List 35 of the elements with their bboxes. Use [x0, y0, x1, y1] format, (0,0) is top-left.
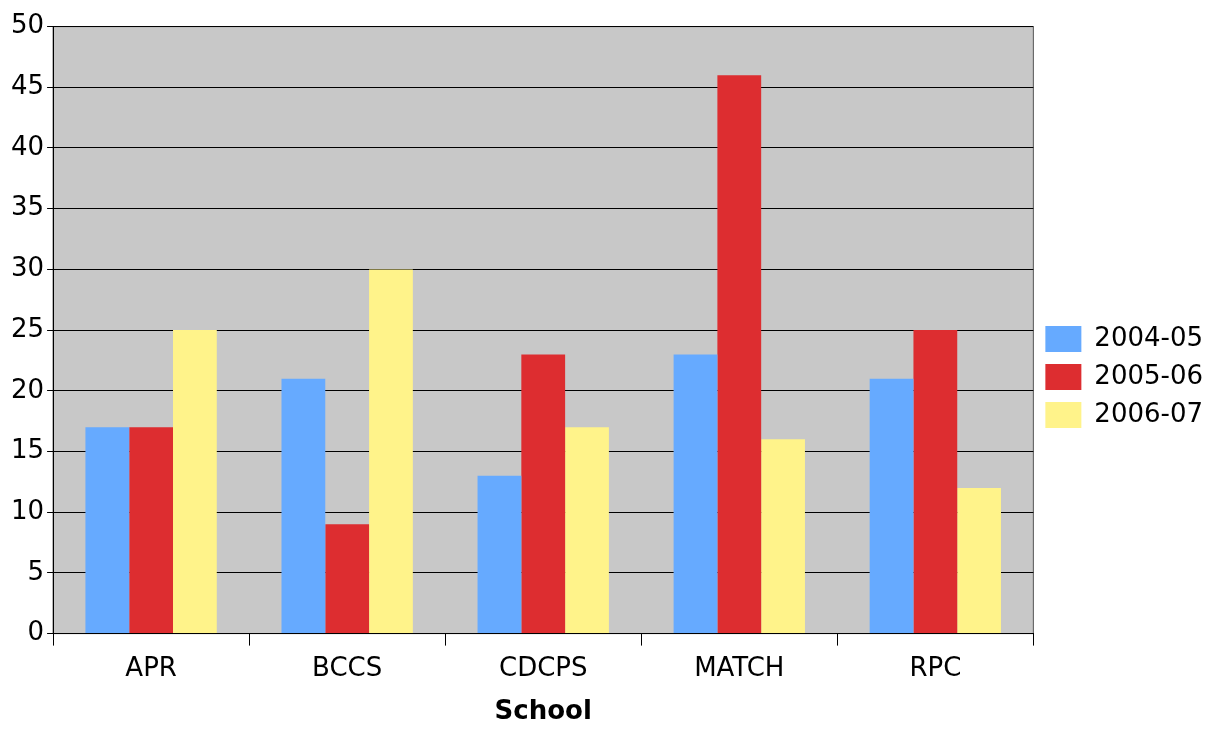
x-tick-label: RPC [909, 651, 962, 682]
x-tick-label: CDCPS [498, 651, 588, 682]
bar [325, 524, 370, 634]
bar [173, 330, 217, 634]
y-tick-label: 5 [27, 555, 45, 586]
bar [521, 354, 566, 634]
y-tick-label: 35 [10, 191, 45, 222]
y-tick-label: 25 [10, 312, 45, 343]
y-tick-label: 0 [27, 616, 45, 647]
legend-label: 2006-07 [1094, 397, 1204, 428]
y-tick-label: 10 [10, 494, 45, 525]
x-axis-title: School [494, 695, 592, 726]
x-tick-label: APR [125, 651, 177, 682]
bar [129, 427, 174, 634]
bar [85, 427, 130, 634]
bar [761, 439, 805, 634]
x-tick-label: MATCH [694, 651, 785, 682]
bar [673, 354, 718, 634]
bar [565, 427, 609, 634]
legend-label: 2004-05 [1094, 321, 1204, 352]
y-tick-label: 50 [10, 9, 45, 40]
y-tick-label: 30 [10, 252, 45, 283]
bar [957, 487, 1002, 634]
y-tick-label: 20 [10, 373, 45, 404]
y-tick-label: 45 [10, 70, 45, 101]
bar [477, 475, 522, 634]
bar [281, 378, 326, 634]
y-tick-label: 15 [10, 434, 45, 465]
bar [369, 269, 413, 634]
x-tick-label: BCCS [312, 651, 383, 682]
legend-label: 2005-06 [1094, 359, 1204, 390]
bar [869, 378, 914, 634]
bar [913, 330, 958, 634]
bar [717, 75, 762, 634]
y-tick-label: 40 [10, 130, 45, 161]
